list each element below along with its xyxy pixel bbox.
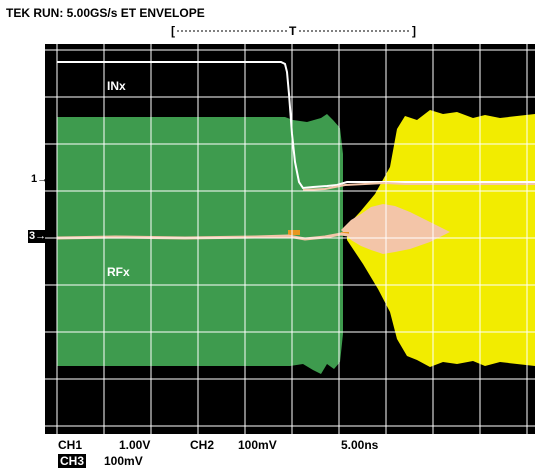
page-title: TEK RUN: 5.00GS/s ET ENVELOPE <box>6 6 205 20</box>
ch3-waveform-label: RFx <box>107 265 130 279</box>
ch1-waveform-label: INx <box>107 79 126 93</box>
ch3-trace <box>56 232 356 241</box>
ch2-trace <box>302 181 535 191</box>
ch3-ground-marker[interactable]: 3→ <box>28 230 48 243</box>
ch1-trace <box>57 61 535 190</box>
ch1-ground-marker[interactable]: 1→ <box>31 173 49 185</box>
trigger-marker: T <box>289 24 297 38</box>
overlap-region <box>341 204 450 254</box>
timebase-setting: 5.00ns <box>341 438 379 452</box>
ch1-scale: 1.00V <box>119 438 151 452</box>
ch3-scale: 100mV <box>104 454 143 468</box>
ch2-label[interactable]: CH2 <box>190 438 215 452</box>
oscilloscope-screen: INx RFx <box>45 44 535 434</box>
trigger-position-bracket[interactable]: [ T ] <box>171 24 419 38</box>
trigger-highlight <box>288 230 300 235</box>
graticule <box>45 44 535 434</box>
ch3-label[interactable]: CH3 <box>58 454 87 468</box>
channel-settings-bar: CH1 1.00V CH2 100mV 5.00ns CH3 100mV <box>0 436 537 472</box>
ch2-scale: 100mV <box>238 438 277 452</box>
bracket-right: ] <box>412 24 416 38</box>
bracket-left: [ <box>171 24 175 38</box>
ch1-label[interactable]: CH1 <box>58 438 83 452</box>
ch3-envelope <box>57 114 343 374</box>
